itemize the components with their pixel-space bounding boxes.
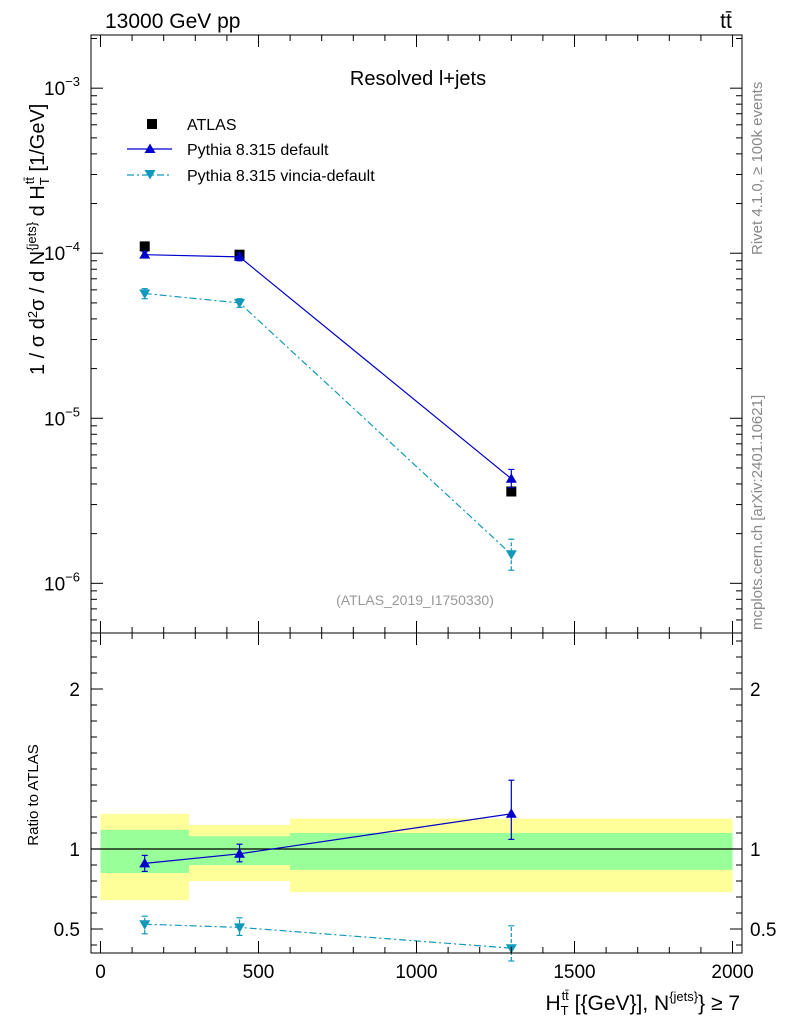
x-tick-label: 0 <box>95 962 106 983</box>
legend-marker-default <box>144 143 156 153</box>
legend-marker-vincia <box>144 170 156 180</box>
ratio-y-tick-label-right: 1 <box>750 840 761 861</box>
data-point-default <box>139 249 151 259</box>
legend-label-vincia: Pythia 8.315 vincia-default <box>187 168 375 185</box>
ratio-point-vincia <box>139 920 151 930</box>
x-tick-label: 2000 <box>711 962 753 983</box>
legend-label-default: Pythia 8.315 default <box>187 142 329 159</box>
rivet-label: Rivet 4.1.0, ≥ 100k events <box>749 82 766 255</box>
main-x-ticks <box>99 35 734 633</box>
ratio-panel: 0.5 0.5 1 1 2 2 0 500 1000 1500 2000 Ratio to ATL… <box>25 632 776 1018</box>
main-y-tick-label: 10−6 <box>44 569 80 595</box>
main-y-tick-label: 10−4 <box>44 239 80 265</box>
legend-label-atlas: ATLAS <box>187 117 237 134</box>
main-y-tick-label: 10−5 <box>44 404 80 430</box>
main-y-ticks: 10−3 10−4 10−5 10−6 <box>44 37 742 634</box>
data-point-atlas <box>506 486 517 497</box>
data-point-atlas <box>139 241 150 252</box>
ratio-bands-layer <box>100 813 733 901</box>
data-point-vincia <box>139 289 151 300</box>
ratio-y-tick-label-right: 0.5 <box>750 920 776 941</box>
main-y-axis-label: 1 / σ d2σ / d N{jets} d HTtt̄ [1/GeV] <box>22 104 52 375</box>
data-point-vincia <box>234 298 246 309</box>
ratio-y-axis-label: Ratio to ATLAS <box>25 744 42 845</box>
process-label-t: t <box>720 10 726 33</box>
process-label-tbar: t̄ <box>726 10 732 33</box>
main-y-tick-label: 10−3 <box>44 74 80 100</box>
ratio-frame <box>90 632 743 954</box>
ratio-point-default <box>139 857 151 868</box>
ratio-y-tick-label: 0.5 <box>54 920 80 941</box>
main-panel: 10−3 10−4 10−5 10−6 Resolved l+jets (ATLAS_… <box>22 34 743 634</box>
ratio-point-default <box>234 848 246 858</box>
x-tick-label: 500 <box>243 962 275 983</box>
ratio-y-ticks: 0.5 0.5 1 1 2 2 <box>54 640 776 946</box>
ratio-y-tick-label: 2 <box>69 680 80 701</box>
energy-label: 13000 GeV pp <box>105 10 240 33</box>
data-point-default <box>234 251 246 261</box>
ratio-y-tick-label: 1 <box>69 840 80 861</box>
ratio-y-tick-label-right: 2 <box>750 680 761 701</box>
main-title: Resolved l+jets <box>350 68 486 90</box>
ratio-point-default <box>505 808 517 818</box>
legend-marker-atlas <box>147 119 157 129</box>
ratio-series-layer <box>139 779 517 962</box>
x-tick-label: 1500 <box>553 962 595 983</box>
x-axis-label: HTtt̄ [{GeV}], N{jets}} ≥ 7 <box>545 988 740 1018</box>
main-series-layer <box>139 241 517 571</box>
ratio-line-vincia <box>144 923 512 949</box>
data-point-vincia <box>505 550 517 560</box>
data-point-default <box>505 473 517 483</box>
process-label: tt̄ <box>720 10 732 33</box>
x-tick-label: 1000 <box>395 962 437 983</box>
mcplots-label: mcplots.cern.ch [arXiv:2401.10621] <box>749 395 766 630</box>
ratio-point-vincia <box>234 923 246 933</box>
ratio-x-ticks: 0 500 1000 1500 2000 <box>95 633 754 983</box>
analysis-watermark: (ATLAS_2019_I1750330) <box>336 592 494 608</box>
series-line-default <box>144 254 512 480</box>
legend: ATLAS Pythia 8.315 default Pythia 8.315 … <box>127 117 375 185</box>
series-line-vincia <box>144 292 512 555</box>
